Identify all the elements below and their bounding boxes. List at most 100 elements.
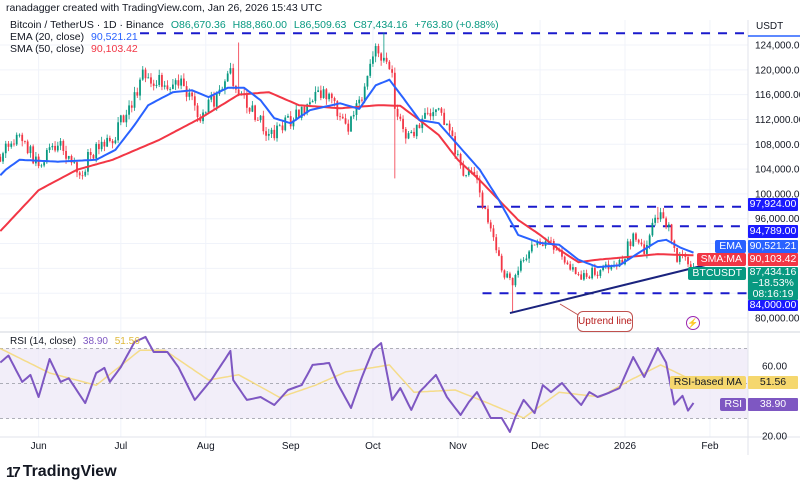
candle-body xyxy=(161,74,163,87)
candle-body xyxy=(207,99,210,113)
candle-body xyxy=(306,104,309,114)
candle-body xyxy=(84,171,87,176)
candle-body xyxy=(506,273,509,278)
rsi-legend[interactable]: RSI (14, close) 38.90 51.56 xyxy=(10,336,140,347)
candle-body xyxy=(309,102,311,105)
candle-body xyxy=(322,89,325,98)
candle-body xyxy=(144,69,147,79)
candle-body xyxy=(522,259,525,261)
ema-legend[interactable]: EMA (20, close) 90,521.21 xyxy=(10,31,138,43)
lightning-icon[interactable]: ⚡ xyxy=(686,316,700,330)
candle-body xyxy=(678,254,681,262)
candle-body xyxy=(4,143,7,154)
candle-body xyxy=(596,274,599,276)
candle-body xyxy=(141,69,144,80)
candle-body xyxy=(262,115,265,132)
candle-body xyxy=(226,73,229,82)
candle-body xyxy=(136,92,139,96)
candle-body xyxy=(456,153,459,155)
candle-body xyxy=(333,98,336,102)
candle-body xyxy=(339,116,341,118)
candle-body xyxy=(237,89,240,95)
candle-body xyxy=(448,123,451,131)
candle-body xyxy=(478,179,481,193)
candle-body xyxy=(65,150,67,159)
candle-body xyxy=(629,241,632,247)
ema-value: 90,521.21 xyxy=(91,31,138,43)
candle-body xyxy=(366,75,369,87)
candle-body xyxy=(114,140,117,144)
candle-body xyxy=(224,81,226,89)
rsi-series xyxy=(0,335,695,433)
rsi-tag-name: RSI xyxy=(720,398,746,411)
candle-body xyxy=(158,74,161,85)
candle-body xyxy=(670,224,673,241)
symbol-legend[interactable]: Bitcoin / TetherUS · 1D · Binance O86,67… xyxy=(10,19,499,31)
candle-body xyxy=(10,143,13,147)
ema-tag: 90,521.21 xyxy=(748,240,798,253)
candle-body xyxy=(295,109,298,121)
currency-label[interactable]: USDT xyxy=(756,21,784,32)
candle-body xyxy=(599,270,602,276)
candle-body xyxy=(100,141,103,150)
tradingview-logo[interactable]: 17 TradingView xyxy=(6,463,117,481)
rsi-ma-line xyxy=(0,347,694,419)
candle-body xyxy=(372,56,374,64)
sma-legend[interactable]: SMA (50, close) 90,103.42 xyxy=(10,43,138,55)
candle-body xyxy=(517,270,520,275)
candle-body xyxy=(289,116,292,127)
candle-body xyxy=(498,250,500,256)
candle-body xyxy=(429,113,432,117)
candle-body xyxy=(18,134,21,136)
candle-body xyxy=(500,255,503,271)
uptrend-line[interactable] xyxy=(509,260,719,315)
candle-body xyxy=(81,175,84,177)
candle-body xyxy=(654,217,657,223)
candle-body xyxy=(62,141,65,151)
price-tick-label: 108,000.00 xyxy=(755,140,800,151)
candle-body xyxy=(48,147,51,150)
ema-line xyxy=(0,78,694,269)
candle-body xyxy=(651,222,654,236)
candle-body xyxy=(188,92,191,97)
candle-body xyxy=(399,116,402,119)
candle-body xyxy=(317,90,320,92)
candle-body xyxy=(533,244,536,246)
candle-body xyxy=(191,92,193,97)
ohlc-close: C87,434.16 xyxy=(353,19,408,31)
rsi-tick-label: 20.00 xyxy=(762,432,787,443)
symbol-name: Bitcoin / TetherUS · 1D · Binance xyxy=(10,19,164,31)
candle-body xyxy=(358,99,361,104)
candle-body xyxy=(626,241,629,260)
candle-body xyxy=(248,107,251,112)
candle-body xyxy=(407,133,410,139)
candle-body xyxy=(687,257,689,265)
candle-body xyxy=(133,92,136,108)
candle-body xyxy=(593,267,596,275)
candle-body xyxy=(640,242,643,245)
candle-body xyxy=(213,95,215,107)
candle-body xyxy=(402,118,404,129)
time-tick-label: Dec xyxy=(531,441,549,452)
uptrend-line-annotation[interactable]: Uptrend line xyxy=(577,311,633,332)
rsi-line xyxy=(0,335,695,433)
candle-body xyxy=(528,251,530,259)
candle-body xyxy=(119,115,122,123)
candle-body xyxy=(484,207,487,209)
candle-body xyxy=(489,222,492,229)
horizontal-levels[interactable] xyxy=(140,32,748,295)
candle-body xyxy=(561,250,563,257)
candle-body xyxy=(665,218,667,227)
candle-body xyxy=(555,249,558,251)
candle-body xyxy=(292,120,295,127)
time-tick-label: Jun xyxy=(31,441,47,452)
price-tick-label: 104,000.00 xyxy=(755,165,800,176)
time-tick-label: Aug xyxy=(197,441,215,452)
time-tick-label: Nov xyxy=(449,441,467,452)
price-tick-label: 112,000.00 xyxy=(755,115,800,126)
ema-tag-name: EMA xyxy=(715,240,746,253)
candle-body xyxy=(130,105,133,108)
candle-body xyxy=(509,273,511,278)
candle-body xyxy=(281,125,284,131)
